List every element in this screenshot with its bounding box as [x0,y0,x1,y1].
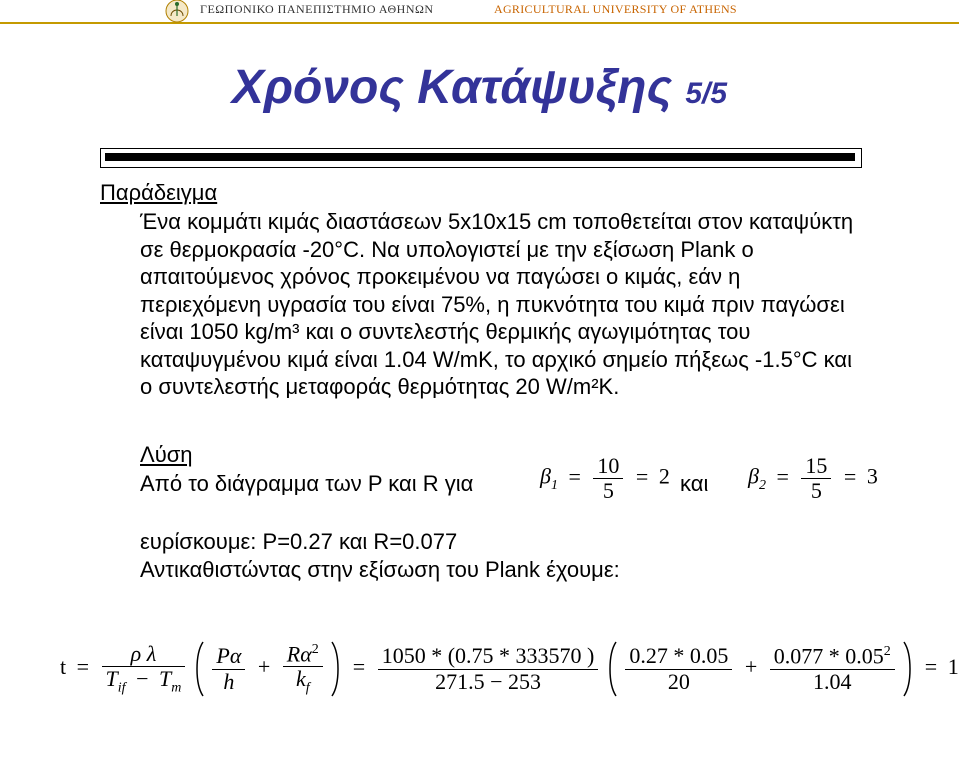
h-var: h [223,669,234,694]
beta1-equation: β1 = 10 5 = 2 [540,454,670,503]
equals: = [771,464,793,489]
beta2-equation: β2 = 15 5 = 3 [748,454,878,503]
beta-symbol: β [540,464,551,489]
equals: = [920,654,942,679]
example-text: Ένα κομμάτι κιμάς διαστάσεων 5x10x15 cm … [140,208,860,401]
example-heading: Παράδειγμα [100,180,217,206]
r-alpha: Rα [287,641,312,666]
equals: = [631,464,653,489]
big-den: 271.5 − 253 [378,670,599,694]
beta2-subscript: 2 [759,478,766,493]
big-num: 1050 * (0.75 * 333570 ) [378,644,599,669]
beta1-den: 5 [593,479,623,503]
kf-sub: f [306,681,310,696]
left-paren-icon [193,640,205,698]
term1-den: 20 [625,670,732,694]
right-paren-icon [902,640,914,698]
equals: = [563,464,585,489]
title-fraction: 5/5 [685,77,727,110]
t-if-sub: if [118,681,126,696]
solution-heading: Λύση [140,442,193,468]
plus: + [253,654,275,679]
term2-pow: 2 [884,644,891,659]
term2-den: 1.04 [770,670,895,694]
equals: = [348,654,370,679]
beta-symbol: β [748,464,759,489]
top-rule [0,22,959,24]
kai-label: και [680,470,708,498]
logo-icon [162,0,192,24]
greek-university-name: ΓΕΩΠΟΝΙΚΟ ΠΑΝΕΠΙΣΤΗΜΙΟ ΑΘΗΝΩΝ [200,2,434,17]
final-equation: t = ρ λ Tif − Tm Pα h + Rα2 kf = [60,640,959,698]
beta1-result: 2 [659,464,670,489]
english-university-name: AGRICULTURAL UNIVERSITY OF ATHENS [494,2,737,17]
t-m-sub: m [171,681,181,696]
plus: + [740,654,762,679]
t-m: T [159,666,171,691]
t-var: t [60,654,66,679]
kf-var: k [296,666,306,691]
beta2-num: 15 [801,454,831,479]
r-alpha-pow: 2 [312,642,319,657]
term1-num: 0.27 * 0.05 [625,644,732,669]
solution-line-3: Αντικαθιστώντας στην εξίσωση του Plank έ… [140,556,860,584]
equals: = [72,654,94,679]
equals: = [839,464,861,489]
t-if: T [106,666,118,691]
p-alpha: Pα [216,643,241,668]
beta2-result: 3 [867,464,878,489]
result-value: 12213 [948,654,959,679]
title-main: Χρόνος Κατάψυξης [232,61,672,114]
beta1-subscript: 1 [551,478,558,493]
page-title: Χρόνος Κατάψυξης 5/5 [0,60,959,115]
solution-line-2: ευρίσκουμε: P=0.27 και R=0.077 [140,528,860,556]
top-bar [0,0,959,24]
right-paren-icon [330,640,342,698]
term2-num: 0.077 * 0.05 [774,643,884,668]
title-rule [100,148,862,168]
beta1-num: 10 [593,454,623,479]
minus: − [131,666,153,691]
left-paren-icon [606,640,618,698]
rho-lambda: ρ λ [131,641,157,666]
beta2-den: 5 [801,479,831,503]
